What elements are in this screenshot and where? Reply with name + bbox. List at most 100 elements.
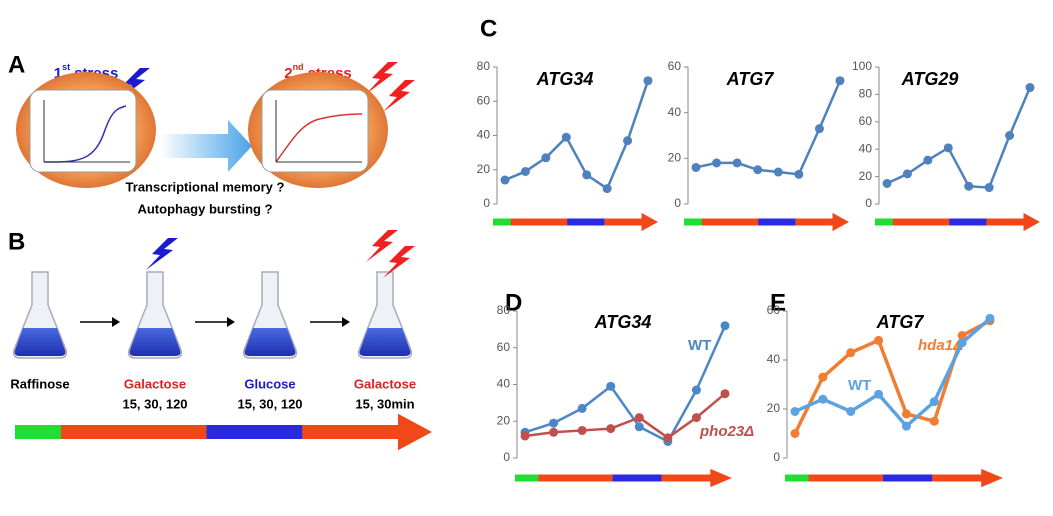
medium bbox=[14, 328, 66, 356]
data-point bbox=[790, 406, 800, 416]
data-point bbox=[520, 431, 530, 441]
timeline-arrowhead bbox=[1023, 212, 1040, 232]
data-point bbox=[634, 422, 644, 432]
time-label: 15, 30, 120 bbox=[237, 396, 302, 411]
y-tick-label: 60 bbox=[859, 114, 873, 128]
series-label: WT bbox=[848, 377, 871, 394]
timeline-segment bbox=[612, 474, 662, 482]
medium bbox=[244, 328, 296, 356]
timeline-segment bbox=[875, 218, 894, 226]
medium-label: Glucose bbox=[244, 376, 295, 391]
time-label: 15, 30, 120 bbox=[122, 396, 187, 411]
y-tick-label: 40 bbox=[497, 377, 511, 391]
data-point bbox=[602, 184, 612, 194]
lightning bbox=[366, 62, 398, 94]
step-arrow-head bbox=[227, 317, 235, 327]
panel-letter: D bbox=[505, 289, 522, 316]
data-point bbox=[1005, 131, 1015, 140]
data-point bbox=[943, 143, 953, 153]
timeline-segment bbox=[883, 474, 933, 482]
data-point bbox=[794, 169, 804, 179]
data-point bbox=[720, 321, 730, 331]
timeline-segment bbox=[808, 474, 884, 482]
data-point bbox=[902, 169, 912, 179]
timeline-segment bbox=[510, 218, 568, 226]
chart-title: ATG7 bbox=[726, 69, 775, 89]
data-point bbox=[1025, 83, 1035, 93]
data-point bbox=[846, 406, 856, 416]
step-arrow-head bbox=[112, 317, 120, 327]
data-point bbox=[985, 313, 995, 323]
timeline-segment bbox=[567, 218, 605, 226]
arrow bbox=[160, 120, 252, 172]
timeline-segment bbox=[661, 474, 711, 482]
timeline-segment bbox=[986, 218, 1024, 226]
data-point bbox=[901, 409, 911, 419]
timeline-segment bbox=[684, 218, 703, 226]
timeline-segment bbox=[701, 218, 759, 226]
data-point bbox=[549, 427, 559, 437]
data-point bbox=[691, 413, 701, 423]
panel-letter: A bbox=[8, 51, 25, 78]
data-point bbox=[606, 381, 616, 391]
y-tick-label: 20 bbox=[767, 401, 781, 415]
y-tick-label: 40 bbox=[767, 352, 781, 366]
timeline-segment bbox=[932, 474, 982, 482]
data-point bbox=[732, 158, 742, 168]
panel-letter: B bbox=[8, 228, 25, 255]
y-tick-label: 0 bbox=[483, 196, 490, 210]
data-point bbox=[874, 389, 884, 399]
y-tick-label: 0 bbox=[773, 450, 780, 464]
timeline-segment bbox=[60, 425, 208, 439]
data-point bbox=[818, 394, 828, 404]
timeline-segment bbox=[302, 425, 399, 439]
panel-letter: E bbox=[770, 289, 786, 316]
data-point bbox=[929, 397, 939, 407]
y-tick-label: 40 bbox=[668, 105, 682, 119]
timeline-arrowhead bbox=[710, 468, 732, 488]
time-label: 15, 30min bbox=[355, 396, 414, 411]
data-point bbox=[623, 136, 633, 146]
timeline-segment bbox=[515, 474, 539, 482]
data-point bbox=[712, 158, 722, 168]
data-point bbox=[984, 183, 994, 193]
timeline-segment bbox=[206, 425, 303, 439]
y-tick-label: 80 bbox=[859, 87, 873, 101]
data-point bbox=[561, 132, 571, 142]
question: Transcriptional memory ? bbox=[126, 179, 285, 194]
data-point bbox=[691, 162, 701, 172]
chart-title: ATG34 bbox=[536, 69, 594, 89]
chart-title: ATG34 bbox=[594, 312, 652, 332]
chart-title: ATG29 bbox=[901, 69, 959, 89]
lightning bbox=[383, 80, 415, 112]
lightning bbox=[366, 230, 398, 262]
step-arrow-head bbox=[342, 317, 350, 327]
timeline-arrowhead bbox=[641, 212, 658, 232]
stress-sup: nd bbox=[293, 62, 304, 72]
y-tick-label: 80 bbox=[477, 59, 491, 73]
timeline-arrowhead bbox=[398, 413, 432, 451]
data-point bbox=[753, 165, 763, 175]
y-tick-label: 40 bbox=[477, 128, 491, 142]
data-point bbox=[818, 372, 828, 382]
data-point bbox=[790, 429, 800, 438]
y-tick-label: 40 bbox=[859, 141, 873, 155]
lightning bbox=[146, 238, 178, 270]
data-point bbox=[691, 385, 701, 395]
data-point bbox=[606, 424, 616, 434]
series-line bbox=[524, 325, 727, 444]
timeline-segment bbox=[949, 218, 987, 226]
timeline-segment bbox=[493, 218, 512, 226]
stress-sup: st bbox=[62, 62, 70, 72]
lightning bbox=[383, 246, 415, 278]
data-point bbox=[643, 76, 653, 86]
timeline-segment bbox=[604, 218, 642, 226]
timeline-segment bbox=[785, 474, 810, 482]
series-line bbox=[794, 317, 992, 429]
medium-label: Galactose bbox=[124, 376, 186, 391]
y-tick-label: 60 bbox=[668, 59, 682, 73]
data-point bbox=[964, 181, 974, 191]
y-tick-label: 0 bbox=[865, 196, 872, 210]
series-line bbox=[524, 392, 726, 440]
